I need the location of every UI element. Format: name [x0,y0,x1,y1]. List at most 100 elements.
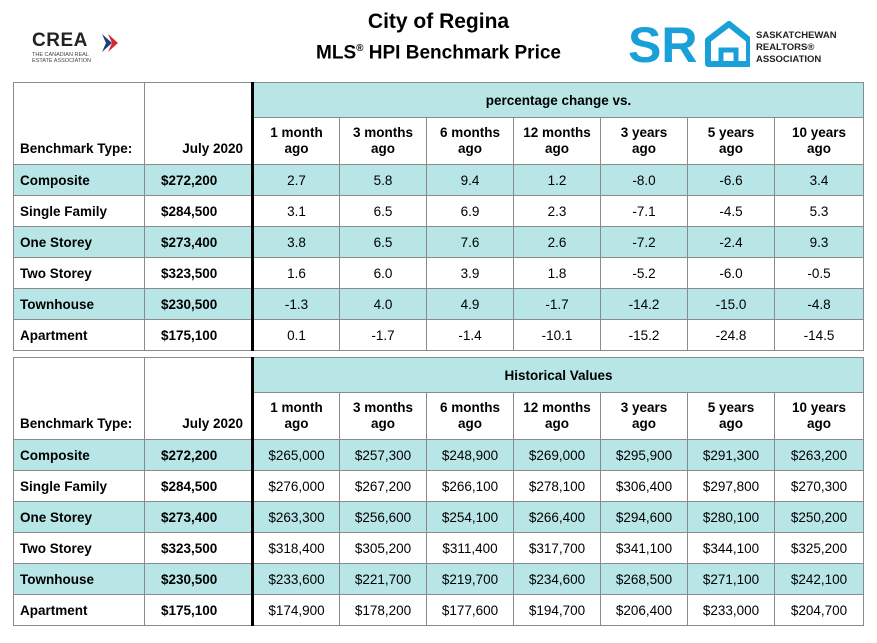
benchmark-type-cell: Apartment [13,319,145,351]
benchmark-price-cell: $175,100 [144,319,254,351]
benchmark-price-cell: $272,200 [144,164,254,196]
value-cell: -5.2 [600,257,688,289]
column-header-line: ago [284,141,309,156]
value-cell: $294,600 [600,501,688,533]
title-subtitle: MLS® HPI Benchmark Price [270,36,607,66]
column-header-line: ago [284,416,309,431]
column-header-line: ago [370,416,395,431]
sra-logo-letters: SR [628,18,697,70]
title-reg-mark: ® [356,43,364,54]
value-cell: 6.5 [339,226,427,258]
table-row: Composite $272,200 $265,000 $257,300 $248,90… [13,439,865,471]
value-cell: 4.9 [426,288,514,320]
column-header-line: 10 years [791,125,847,140]
value-cell: $344,100 [687,532,775,564]
value-cell: $265,000 [252,439,340,471]
value-cell: -24.8 [687,319,775,351]
column-header-line: ago [631,416,656,431]
value-cell: 4.0 [339,288,427,320]
title-hpi: HPI Benchmark Price [363,42,561,64]
value-cell: $233,000 [687,594,775,626]
value-cell: $341,100 [600,532,688,564]
sra-house-icon: SR [628,18,750,70]
value-cell: 2.6 [513,226,601,258]
table-row: Single Family $284,500 3.1 6.5 6.9 2.3 -7.1 -4.… [13,195,865,227]
table-row: One Storey $273,400 $263,300 $256,600 $254,1… [13,501,865,533]
benchmark-price-cell: $323,500 [144,257,254,289]
value-cell: $263,300 [252,501,340,533]
table-row: Apartment $175,100 0.1 -1.7 -1.4 -10.1 -15.2 -2… [13,319,865,351]
value-cell: $256,600 [339,501,427,533]
value-cell: $270,300 [773,470,865,502]
benchmark-type-cell: Single Family [13,195,145,227]
value-cell: 7.6 [426,226,514,258]
column-header: 1 month ago [252,117,340,165]
benchmark-type-cell: Townhouse [13,288,145,320]
sra-logo: SR SASKATCHEWAN REALTORS® ASSOCIATION [628,18,858,70]
column-header: 3 years ago [600,117,688,165]
value-cell: $266,400 [513,501,601,533]
value-cell: $295,900 [600,439,688,471]
column-header-line: 1 month [270,125,323,140]
crea-logo-word: CREA [32,30,88,51]
value-cell: $250,200 [773,501,865,533]
column-header-line: 3 months [352,125,413,140]
column-header: 5 years ago [687,392,775,440]
column-header-line: ago [807,141,832,156]
value-cell: $306,400 [600,470,688,502]
value-cell: 1.8 [513,257,601,289]
value-cell: -0.5 [773,257,865,289]
value-cell: 6.0 [339,257,427,289]
column-header: 10 years ago [773,392,865,440]
historical-values-table: Benchmark Type: July 2020 Historical Val… [13,357,865,626]
benchmark-type-cell: Two Storey [13,532,145,564]
column-header-line: 12 months [523,125,591,140]
benchmark-type-cell: Single Family [13,470,145,502]
value-cell: -6.6 [687,164,775,196]
column-header: 3 months ago [339,392,427,440]
value-cell: 6.9 [426,195,514,227]
value-cell: -14.2 [600,288,688,320]
title-mls: MLS [316,42,357,64]
value-cell: $311,400 [426,532,514,564]
value-cell: $194,700 [513,594,601,626]
benchmark-price-cell: $230,500 [144,563,254,595]
value-cell: $271,100 [687,563,775,595]
value-cell: $317,700 [513,532,601,564]
value-cell: -14.5 [773,319,865,351]
column-header-line: 5 years [707,125,755,140]
value-cell: -1.7 [339,319,427,351]
value-cell: -6.0 [687,257,775,289]
value-cell: 3.4 [773,164,865,196]
benchmark-type-cell: One Storey [13,501,145,533]
value-cell: $280,100 [687,501,775,533]
column-header: 3 months ago [339,117,427,165]
column-header-line: ago [807,416,832,431]
column-header: 10 years ago [773,117,865,165]
table-row: Composite $272,200 2.7 5.8 9.4 1.2 -8.0 -6.6 3.4 [13,164,865,196]
benchmark-price-cell: $175,100 [144,594,254,626]
benchmark-type-header: Benchmark Type: [13,357,145,440]
value-cell: $178,200 [339,594,427,626]
value-cell: $266,100 [426,470,514,502]
value-cell: 3.8 [252,226,340,258]
value-cell: $278,100 [513,470,601,502]
value-cell: 1.6 [252,257,340,289]
value-cell: $233,600 [252,563,340,595]
value-cell: 1.2 [513,164,601,196]
sra-text-line: ASSOCIATION [756,54,822,65]
value-cell: -15.0 [687,288,775,320]
value-cell: 6.5 [339,195,427,227]
column-header-line: ago [718,416,743,431]
value-cell: 5.3 [773,195,865,227]
value-cell: $206,400 [600,594,688,626]
benchmark-type-cell: One Storey [13,226,145,258]
column-header-line: ago [457,416,482,431]
value-cell: 2.3 [513,195,601,227]
value-cell: $268,500 [600,563,688,595]
column-header-line: 1 month [270,400,323,415]
value-cell: $269,000 [513,439,601,471]
value-cell: $325,200 [773,532,865,564]
benchmark-type-cell: Apartment [13,594,145,626]
value-cell: $248,900 [426,439,514,471]
